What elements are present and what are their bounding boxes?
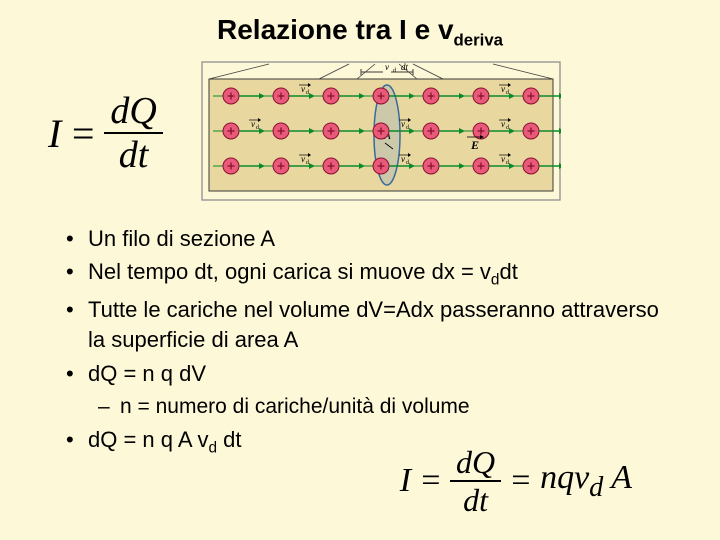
svg-text:dt: dt bbox=[401, 62, 409, 72]
eq2-numerator: dQ bbox=[450, 446, 501, 482]
bullet-item: n = numero di cariche/unità di volume bbox=[66, 393, 680, 421]
svg-text:d: d bbox=[256, 125, 259, 131]
conductor-diagram: vddtAvdvdvdvdvdvdvdvdE bbox=[201, 61, 561, 206]
eq2-fraction: dQ dt bbox=[450, 446, 501, 516]
bullet-item: Tutte le cariche nel volume dV=Adx passe… bbox=[66, 295, 680, 354]
svg-text:v: v bbox=[385, 62, 389, 72]
bullet-item: Un filo di sezione A bbox=[66, 224, 680, 254]
eq-numerator: dQ bbox=[104, 92, 162, 134]
eq-denominator: dt bbox=[113, 134, 155, 174]
bullet-list: Un filo di sezione ANel tempo dt, ogni c… bbox=[0, 206, 720, 459]
svg-text:v: v bbox=[501, 119, 505, 129]
svg-text:d: d bbox=[406, 125, 409, 131]
main-equation: I = dQ dt bbox=[48, 92, 163, 174]
eq2-rhs: nqvd A bbox=[540, 459, 632, 504]
eq-fraction: dQ dt bbox=[104, 92, 162, 174]
svg-text:d: d bbox=[506, 90, 509, 96]
svg-text:v: v bbox=[501, 154, 505, 164]
eq2-sign2: = bbox=[509, 462, 532, 500]
svg-text:d: d bbox=[306, 90, 309, 96]
svg-text:v: v bbox=[501, 84, 505, 94]
svg-text:d: d bbox=[306, 160, 309, 166]
bottom-equation: I = dQ dt = nqvd A bbox=[392, 440, 640, 522]
svg-text:d: d bbox=[506, 125, 509, 131]
diagram-svg: vddtAvdvdvdvdvdvdvdvdE bbox=[201, 61, 561, 201]
eq-sign: = bbox=[69, 110, 96, 157]
svg-text:v: v bbox=[301, 84, 305, 94]
svg-text:v: v bbox=[401, 119, 405, 129]
eq-lhs: I bbox=[48, 110, 61, 157]
svg-text:d: d bbox=[393, 68, 396, 74]
svg-text:v: v bbox=[251, 119, 255, 129]
eq2-denominator: dt bbox=[457, 482, 494, 516]
bullet-item: Nel tempo dt, ogni carica si muove dx = … bbox=[66, 257, 680, 291]
bullet-item: dQ = n q dV bbox=[66, 359, 680, 389]
page-title: Relazione tra I e vderiva bbox=[0, 0, 720, 61]
top-row: I = dQ dt vddtAvdvdvdvdvdvdvdvdE bbox=[0, 61, 720, 206]
svg-text:d: d bbox=[406, 160, 409, 166]
svg-text:v: v bbox=[301, 154, 305, 164]
eq2-lhs: I bbox=[400, 462, 411, 500]
eq2-sign1: = bbox=[419, 462, 442, 500]
svg-text:E: E bbox=[470, 138, 479, 152]
svg-text:d: d bbox=[506, 160, 509, 166]
svg-text:v: v bbox=[401, 154, 405, 164]
